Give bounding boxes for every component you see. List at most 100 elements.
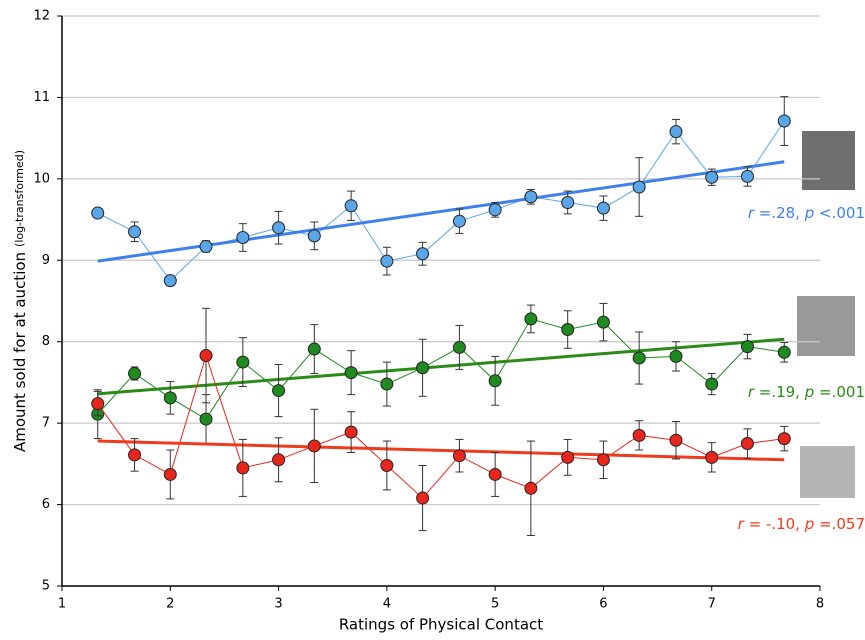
- data-point: [597, 454, 609, 466]
- page: {"chart_data": {"type": "line", "xlabel"…: [0, 0, 865, 640]
- data-point: [741, 170, 753, 182]
- data-point: [453, 215, 465, 227]
- y-tick-label: 11: [33, 90, 50, 105]
- data-point: [453, 450, 465, 462]
- data-point: [489, 204, 501, 216]
- data-point: [308, 440, 320, 452]
- y-tick-label: 10: [33, 171, 50, 186]
- stat-annotation: r =.19, p =.001: [748, 383, 865, 401]
- data-point: [525, 191, 537, 203]
- data-point: [237, 356, 249, 368]
- data-point: [92, 207, 104, 219]
- data-point: [670, 350, 682, 362]
- data-point: [741, 438, 753, 450]
- data-point: [525, 482, 537, 494]
- y-axis-note: (log-transformed): [13, 150, 26, 247]
- stat-part: p: [804, 515, 815, 533]
- data-point: [129, 367, 141, 379]
- y-tick-label: 12: [33, 9, 50, 24]
- data-point: [345, 426, 357, 438]
- stat-part: p: [804, 383, 815, 401]
- x-tick-label: 1: [58, 597, 66, 612]
- series-line: [98, 319, 785, 419]
- stat-part: =.19,: [754, 383, 805, 401]
- stat-annotation: r = -.10, p =.057: [738, 515, 865, 533]
- data-point: [308, 343, 320, 355]
- data-point: [417, 492, 429, 504]
- data-point: [670, 126, 682, 138]
- portrait-photo: [797, 296, 855, 356]
- y-tick-label: 7: [42, 416, 50, 431]
- data-point: [778, 346, 790, 358]
- data-point: [417, 362, 429, 374]
- data-point: [562, 451, 574, 463]
- data-point: [597, 316, 609, 328]
- data-point: [633, 429, 645, 441]
- data-point: [273, 222, 285, 234]
- data-point: [200, 240, 212, 252]
- x-tick-label: 8: [816, 597, 824, 612]
- x-tick-label: 4: [383, 597, 391, 612]
- data-point: [237, 462, 249, 474]
- stat-part: = -.10,: [744, 515, 805, 533]
- stat-annotation: r =.28, p <.001: [748, 204, 865, 222]
- data-point: [308, 230, 320, 242]
- data-point: [164, 275, 176, 287]
- x-tick-label: 2: [166, 597, 174, 612]
- data-point: [562, 324, 574, 336]
- portrait-photo: [800, 446, 855, 498]
- data-point: [741, 341, 753, 353]
- data-point: [706, 451, 718, 463]
- stat-part: =.057: [814, 515, 865, 533]
- data-point: [92, 398, 104, 410]
- data-point: [489, 375, 501, 387]
- stat-part: <.001: [814, 204, 865, 222]
- data-point: [706, 378, 718, 390]
- y-tick-label: 9: [42, 253, 50, 268]
- data-point: [129, 449, 141, 461]
- x-tick-label: 3: [274, 597, 282, 612]
- stat-part: =.28,: [754, 204, 805, 222]
- data-point: [453, 341, 465, 353]
- data-point: [633, 352, 645, 364]
- data-point: [778, 433, 790, 445]
- y-axis-label: Amount sold for at auction (log-transform…: [11, 150, 29, 452]
- data-point: [129, 226, 141, 238]
- series-line: [98, 356, 785, 499]
- series-line: [98, 121, 785, 281]
- data-point: [345, 200, 357, 212]
- data-point: [670, 434, 682, 446]
- x-tick-label: 6: [599, 597, 607, 612]
- chart: Ratings of Physical Contact Amount sold …: [0, 0, 865, 640]
- data-point: [345, 367, 357, 379]
- x-axis-label: Ratings of Physical Contact: [339, 616, 543, 634]
- data-point: [164, 392, 176, 404]
- data-point: [489, 468, 501, 480]
- data-point: [417, 248, 429, 260]
- stat-part: =.001: [814, 383, 865, 401]
- data-point: [778, 115, 790, 127]
- y-axis-title: Amount sold for at auction: [11, 252, 29, 452]
- x-tick-label: 5: [491, 597, 499, 612]
- data-point: [525, 313, 537, 325]
- data-point: [237, 231, 249, 243]
- data-point: [562, 196, 574, 208]
- data-point: [633, 181, 645, 193]
- trend-line: [98, 339, 785, 394]
- y-tick-label: 8: [42, 334, 50, 349]
- data-point: [200, 413, 212, 425]
- data-point: [381, 459, 393, 471]
- data-point: [200, 350, 212, 362]
- data-point: [706, 171, 718, 183]
- data-point: [597, 202, 609, 214]
- data-point: [381, 255, 393, 267]
- stat-part: p: [804, 204, 815, 222]
- data-point: [273, 385, 285, 397]
- data-point: [273, 454, 285, 466]
- y-tick-label: 6: [42, 497, 50, 512]
- data-point: [164, 468, 176, 480]
- x-tick-label: 7: [708, 597, 716, 612]
- data-point: [381, 378, 393, 390]
- portrait-photo: [802, 131, 855, 190]
- y-tick-label: 5: [42, 579, 50, 594]
